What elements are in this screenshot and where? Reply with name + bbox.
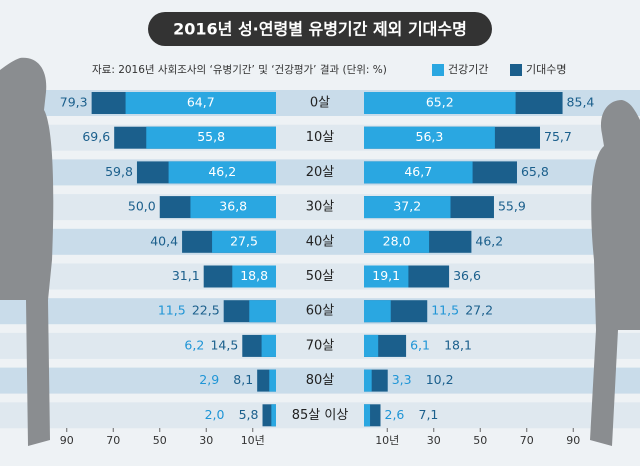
x-tick-label: 50 [153,434,167,447]
value-label-total: 31,1 [172,268,200,283]
bar-healthy [125,92,276,114]
value-label-healthy: 11,5 [431,303,459,318]
x-tick-label: 90 [566,434,580,447]
title-box [148,12,492,46]
category-label: 30살 [306,200,335,215]
row-stripe [0,298,640,325]
value-label-total: 8,1 [233,372,253,387]
bar-healthy [249,300,276,323]
value-label-total: 22,5 [192,303,220,318]
value-label-healthy: 46,7 [404,164,432,179]
x-tick-label: 50 [473,434,487,447]
value-label-healthy: 2,0 [205,407,225,422]
bar-healthy [364,161,473,184]
value-label-healthy: 6,2 [184,337,204,352]
value-label-total: 50,0 [128,199,156,214]
row-stripe [0,332,640,359]
value-label-healthy: 11,5 [158,303,186,318]
row-stripe [0,263,640,290]
category-label: 60살 [306,304,335,319]
row-stripe [0,194,640,221]
value-label-total: 65,8 [521,164,549,179]
bar-healthy [261,334,276,357]
bar-healthy [146,126,276,149]
bar-healthy [364,265,409,288]
male-silhouette [0,57,54,447]
value-label-healthy: 18,8 [240,268,268,283]
bar-healthy [364,300,391,323]
bar-healthy [271,404,276,427]
row-stripe [0,159,640,186]
value-label-total: 40,4 [150,233,178,248]
x-tick-label: 90 [60,434,74,447]
value-label-total: 14,5 [210,337,238,352]
value-label-total: 18,1 [444,337,472,352]
row-stripe [0,228,640,255]
value-label-total: 75,7 [544,129,572,144]
value-label-healthy: 56,3 [416,129,444,144]
value-label-healthy: 19,1 [372,268,400,283]
legend-swatch [510,64,522,76]
value-label-total: 55,9 [498,199,526,214]
bar-healthy [364,369,372,392]
value-label-healthy: 27,5 [230,233,258,248]
row-stripe [0,367,640,394]
category-label: 40살 [306,234,335,249]
bar-healthy [190,196,276,219]
value-label-healthy: 65,2 [426,95,454,110]
bar-healthy [364,126,495,149]
value-label-total: 36,6 [453,268,481,283]
value-label-healthy: 3,3 [392,372,412,387]
bar-healthy [269,369,276,392]
value-label-healthy: 37,2 [393,199,421,214]
category-label: 10살 [306,130,335,145]
category-label: 0살 [310,96,330,111]
value-label-total: 59,8 [105,164,133,179]
value-label-total: 79,3 [60,95,88,110]
bar-healthy [364,334,379,357]
x-tick-label: 30 [427,434,441,447]
x-tick-label: 70 [520,434,534,447]
bar-healthy [212,230,276,253]
value-label-total: 27,2 [465,303,493,318]
value-label-healthy: 64,7 [187,95,215,110]
x-tick-label: 10년 [375,434,399,447]
value-label-total: 10,2 [426,372,454,387]
category-label: 50살 [306,269,335,284]
row-stripe [0,402,640,429]
value-label-total: 69,6 [82,129,110,144]
legend-label: 건강기간 [448,63,488,76]
category-label: 80살 [306,373,335,388]
category-label: 70살 [306,338,335,353]
bar-healthy [364,196,451,219]
value-label-total: 85,4 [567,95,595,110]
bar-healthy [364,404,371,427]
bar-healthy [232,265,276,288]
value-label-total: 7,1 [419,407,439,422]
bar-healthy [364,92,516,114]
legend-label: 기대수명 [526,63,566,76]
value-label-healthy: 46,2 [208,164,236,179]
value-label-healthy: 2,9 [199,372,219,387]
value-label-total: 46,2 [475,233,503,248]
female-silhouette [590,100,640,446]
legend-swatch [432,64,444,76]
chart-subtitle: 자료: 2016년 사회조사의 ‘유병기간’ 및 ‘건강평가’ 결과 (단위: … [92,63,387,76]
category-label: 20살 [306,165,335,180]
bar-healthy [168,161,276,184]
x-tick-label: 30 [199,434,213,447]
value-label-healthy: 28,0 [383,233,411,248]
bar-healthy [364,230,430,253]
value-label-total: 5,8 [239,407,259,422]
value-label-healthy: 55,8 [197,129,225,144]
x-tick-label: 10년 [241,434,265,447]
x-tick-label: 70 [106,434,120,447]
category-label: 85살 이상 [292,408,349,423]
value-label-healthy: 2,6 [385,407,405,422]
chart-title: 2016년 성·연령별 유병기간 제외 기대수명 [173,20,467,39]
value-label-healthy: 6,1 [410,337,430,352]
value-label-healthy: 36,8 [219,199,247,214]
